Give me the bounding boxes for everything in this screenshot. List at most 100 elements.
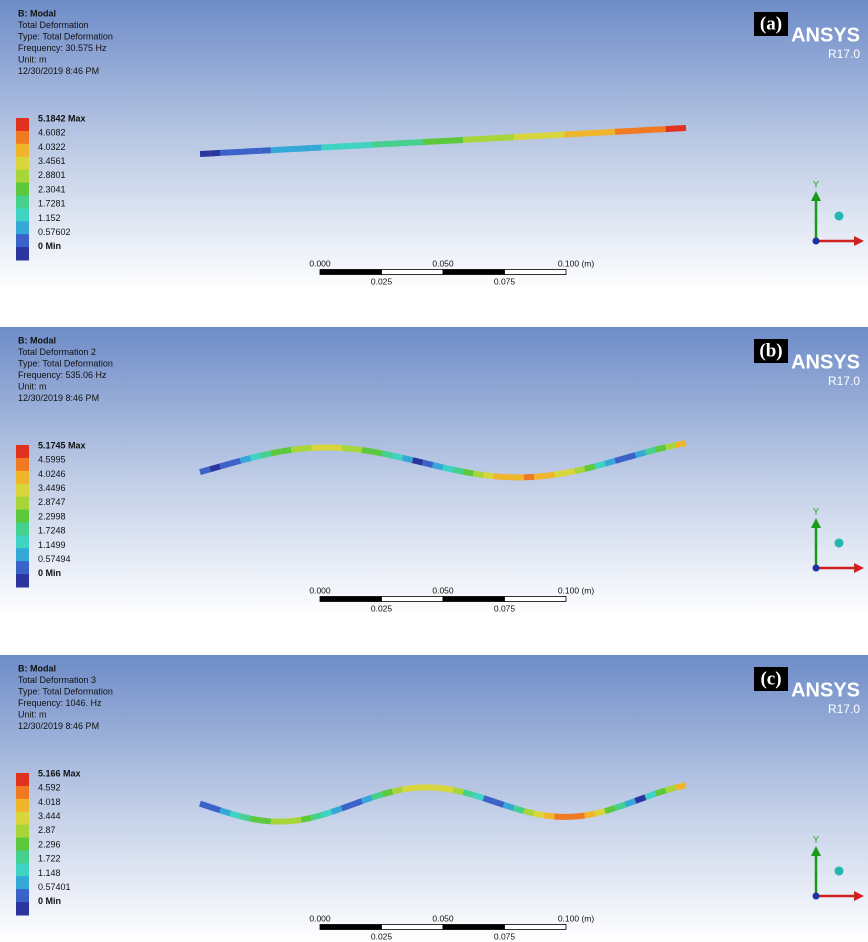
deformed-beam <box>413 142 423 143</box>
deformed-beam <box>403 788 413 789</box>
legend-value: 4.592 <box>38 783 61 793</box>
legend-swatch <box>16 195 29 208</box>
deformed-beam <box>514 137 524 138</box>
deformed-beam <box>301 148 311 149</box>
legend-value: 0.57401 <box>38 882 71 892</box>
deformed-beam <box>392 143 402 144</box>
deformed-beam <box>656 129 666 130</box>
deformed-beam <box>453 140 463 141</box>
deformed-beam <box>544 135 554 136</box>
triad-origin <box>813 565 820 572</box>
legend-swatch <box>16 863 29 876</box>
deformed-beam <box>554 473 564 475</box>
deformed-beam <box>241 458 251 461</box>
deformed-beam <box>220 152 230 153</box>
deformed-beam <box>605 132 615 133</box>
deformed-beam <box>473 474 483 475</box>
scale-label: 0.075 <box>494 276 516 286</box>
deformed-beam <box>646 794 656 798</box>
deformed-beam <box>220 464 230 467</box>
triad-origin <box>813 893 820 900</box>
deformed-beam <box>261 150 271 151</box>
deformed-beam <box>615 458 625 461</box>
deformed-beam <box>625 131 635 132</box>
deformed-beam <box>251 819 261 821</box>
legend-swatch <box>16 458 29 471</box>
scale-label: 0.075 <box>494 931 516 941</box>
deformed-beam <box>676 785 686 787</box>
deformed-beam <box>646 130 656 131</box>
result-info: Unit: m <box>18 381 47 391</box>
legend-swatch <box>16 902 29 915</box>
deformed-beam <box>382 792 392 795</box>
deformed-beam <box>656 790 666 793</box>
result-info: 12/30/2019 8:46 PM <box>18 393 99 403</box>
legend-swatch <box>16 825 29 838</box>
legend-swatch <box>16 471 29 484</box>
deformed-beam <box>301 818 311 820</box>
legend-swatch <box>16 799 29 812</box>
legend-value: 5.1842 Max <box>38 113 86 123</box>
deformed-beam <box>534 476 544 477</box>
scale-label: 0.000 <box>309 585 331 595</box>
deformed-beam <box>271 451 281 453</box>
legend-swatch <box>16 838 29 851</box>
result-info: Type: Total Deformation <box>18 31 113 41</box>
legend-swatch <box>16 170 29 183</box>
deformed-beam <box>200 804 210 807</box>
deformed-beam <box>281 821 291 822</box>
legend-value: 5.166 Max <box>38 768 81 778</box>
legend-value: 4.5995 <box>38 455 66 465</box>
deformed-beam <box>504 137 514 138</box>
deformed-beam <box>311 148 321 149</box>
viewport-background <box>0 0 868 292</box>
deformed-beam <box>382 453 392 455</box>
deformed-beam <box>656 447 666 449</box>
legend-value: 2.87 <box>38 825 56 835</box>
legend-value: 0 Min <box>38 896 61 906</box>
result-info: Frequency: 30.575 Hz <box>18 43 107 53</box>
scale-label: 0.075 <box>494 603 516 613</box>
deformed-beam <box>281 450 291 452</box>
triad-origin <box>813 238 820 245</box>
deformed-beam <box>362 145 372 146</box>
scale-label: 0.025 <box>371 603 393 613</box>
result-info: Type: Total Deformation <box>18 686 113 696</box>
deformed-beam <box>615 805 625 808</box>
deformed-beam <box>261 453 271 455</box>
deformed-beam <box>575 133 585 134</box>
scale-bar-segment <box>443 597 505 602</box>
deformed-beam <box>403 143 413 144</box>
scale-bar-segment <box>382 270 444 275</box>
legend-swatch <box>16 889 29 902</box>
deformed-beam <box>311 815 321 818</box>
legend-swatch <box>16 131 29 144</box>
deformed-beam <box>534 813 544 815</box>
deformed-beam <box>230 814 240 817</box>
deformed-beam <box>666 787 676 790</box>
deformed-beam <box>635 797 645 801</box>
deformed-beam <box>666 129 676 130</box>
legend-value: 1.1499 <box>38 540 66 550</box>
legend-swatch <box>16 484 29 497</box>
triad-sphere <box>835 539 844 548</box>
deformed-beam <box>514 808 524 811</box>
deformed-beam <box>463 139 473 140</box>
figure-label: (b) <box>759 340 782 361</box>
deformed-beam <box>230 461 240 464</box>
legend-value: 2.8801 <box>38 170 66 180</box>
scale-label: 0.050 <box>432 585 454 595</box>
deformed-beam <box>625 455 635 458</box>
legend-value: 4.6082 <box>38 128 66 138</box>
deformed-beam <box>494 801 504 804</box>
legend-value: 0.57494 <box>38 554 71 564</box>
legend-swatch <box>16 773 29 786</box>
deformed-beam <box>352 801 362 805</box>
legend-swatch <box>16 522 29 535</box>
result-info: Total Deformation 2 <box>18 347 96 357</box>
deformed-beam <box>585 133 595 134</box>
screenshot: B: ModalTotal DeformationType: Total Def… <box>0 0 868 942</box>
logo-name: ANSYS <box>791 679 860 701</box>
deformed-beam <box>453 470 463 472</box>
